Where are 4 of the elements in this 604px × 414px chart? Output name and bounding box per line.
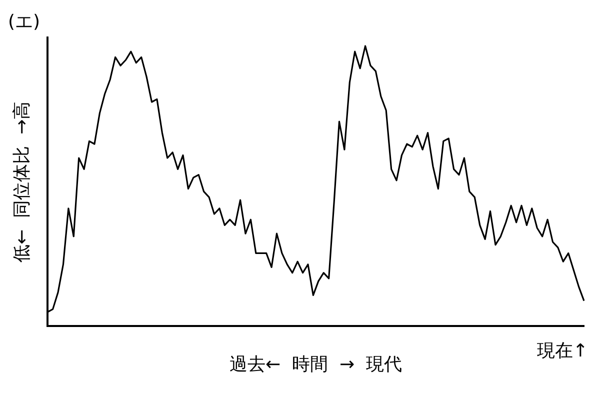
text: 現在↑ — [536, 340, 588, 362]
chart-title: (エ) — [8, 11, 40, 32]
y-axis-title: 低← 同位体比 →高 — [11, 101, 32, 262]
x-axis-title: 過去← 時間 → 現代 — [230, 354, 402, 375]
